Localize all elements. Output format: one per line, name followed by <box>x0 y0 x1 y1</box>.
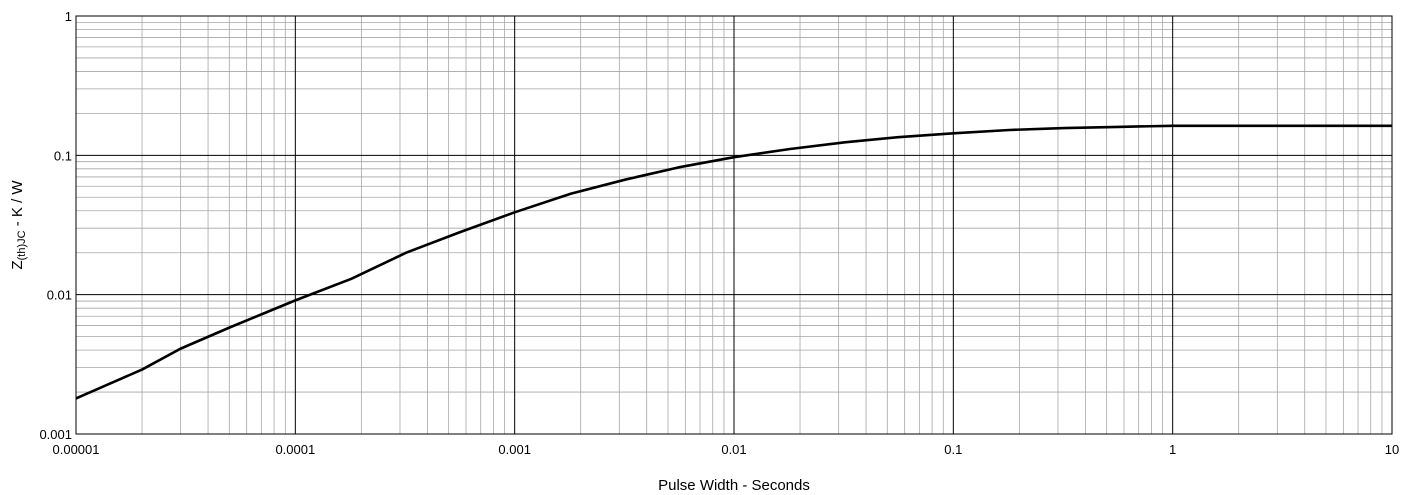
x-tick-label: 0.1 <box>944 442 962 457</box>
y-axis-title: Z(th)JC - K / W <box>9 180 28 270</box>
y-tick-label: 0.01 <box>47 288 72 303</box>
y-axis-title-suffix: - K / W <box>9 180 26 231</box>
x-tick-label: 0.00001 <box>53 442 100 457</box>
x-tick-labels: 0.00001 0.0001 0.001 0.01 0.1 1 10 <box>53 442 1400 457</box>
y-axis-title-subscript: (th)JC <box>16 230 28 260</box>
x-tick-label: 0.001 <box>498 442 531 457</box>
y-tick-label: 0.001 <box>39 427 72 442</box>
plot-area-frame <box>75 15 1393 435</box>
y-axis-title-prefix: Z <box>9 260 26 269</box>
x-axis-title: Pulse Width - Seconds <box>658 477 810 494</box>
x-tick-label: 0.01 <box>721 442 746 457</box>
x-tick-label: 10 <box>1385 442 1399 457</box>
x-tick-label: 1 <box>1169 442 1176 457</box>
y-tick-label: 0.1 <box>54 148 72 163</box>
major-gridlines <box>75 15 1393 435</box>
y-tick-label: 1 <box>65 9 72 24</box>
x-tick-label: 0.0001 <box>275 442 315 457</box>
series-line <box>75 124 1392 400</box>
series-layer <box>75 124 1392 400</box>
y-tick-labels: 0.001 0.01 0.1 1 <box>39 9 72 442</box>
